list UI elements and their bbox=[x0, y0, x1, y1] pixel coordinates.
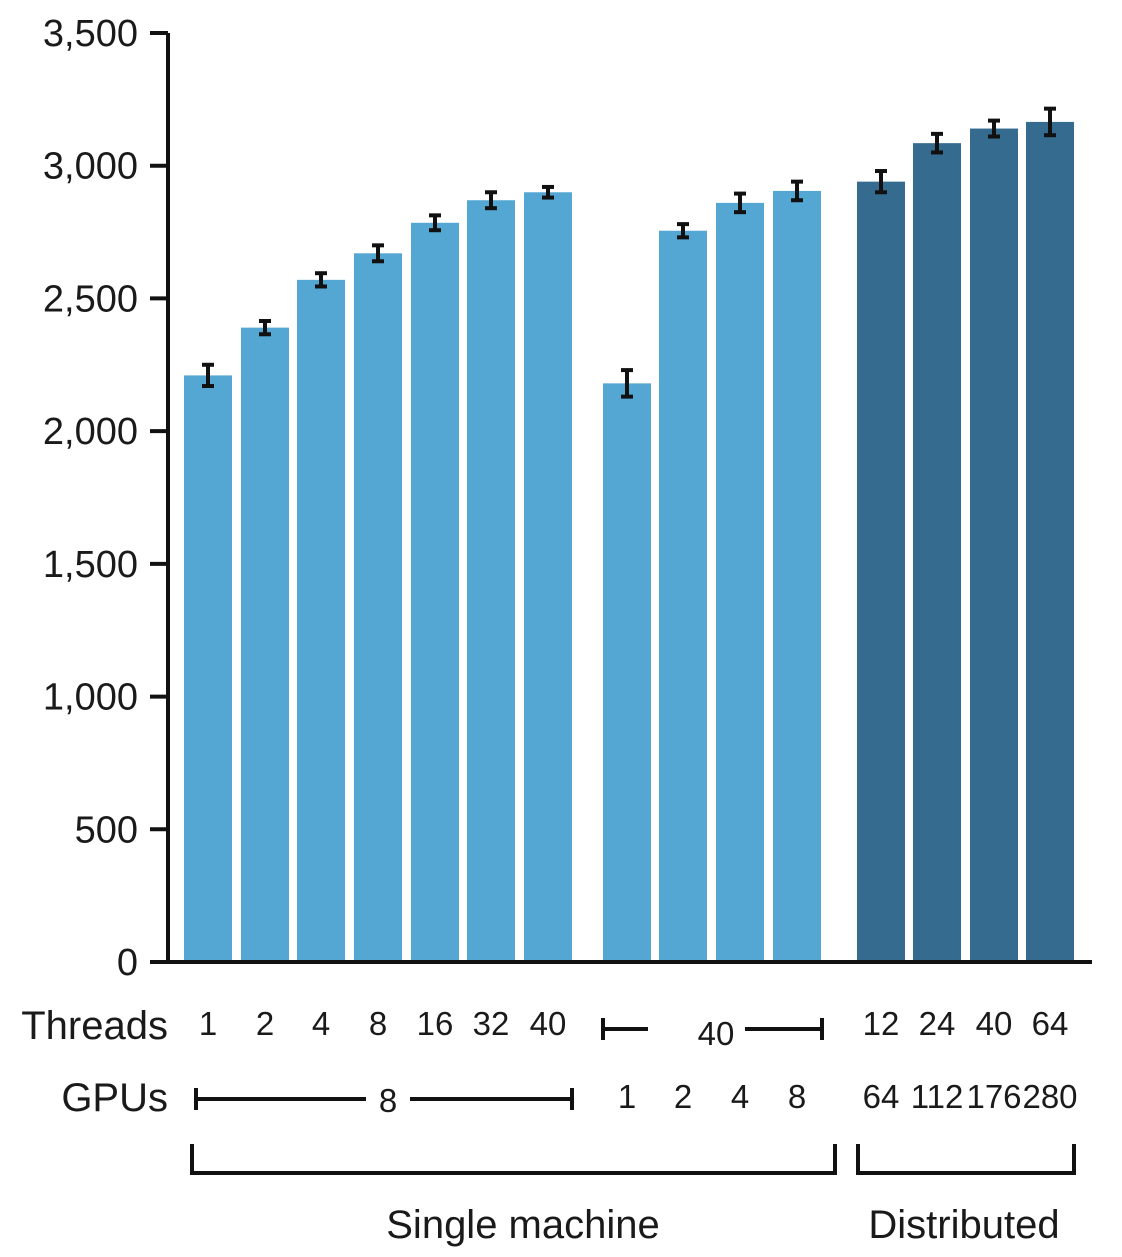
bar bbox=[241, 327, 289, 962]
bar bbox=[716, 202, 764, 963]
threads-value: 24 bbox=[919, 1005, 956, 1042]
gpus-values: 1 2 4 8 64 112 176 280 bbox=[618, 1078, 1078, 1115]
bar bbox=[524, 192, 572, 962]
error-bar bbox=[485, 190, 497, 211]
gpus-row-label: GPUs bbox=[61, 1076, 168, 1120]
threads-value: 40 bbox=[530, 1005, 567, 1042]
threads-value: 16 bbox=[417, 1005, 454, 1042]
threads-bracket-value: 40 bbox=[698, 1015, 735, 1052]
gpus-value: 2 bbox=[674, 1078, 692, 1115]
error-bar bbox=[875, 169, 887, 195]
error-bar bbox=[677, 222, 689, 240]
y-tick-label: 3,500 bbox=[43, 13, 138, 55]
error-bar bbox=[791, 179, 803, 203]
error-bar bbox=[1044, 106, 1056, 138]
bar bbox=[1026, 121, 1074, 962]
y-tick-label: 500 bbox=[75, 809, 138, 851]
error-bar bbox=[259, 318, 271, 337]
error-bar bbox=[621, 368, 633, 399]
error-bar bbox=[542, 184, 554, 200]
y-tick-label: 2,500 bbox=[43, 278, 138, 320]
threads-value: 8 bbox=[369, 1005, 387, 1042]
single-machine-bracket bbox=[190, 1144, 837, 1175]
gpus-value: 112 bbox=[911, 1078, 964, 1115]
error-bar bbox=[315, 271, 327, 289]
gpus-value: 176 bbox=[966, 1078, 1021, 1115]
bar bbox=[467, 200, 515, 963]
bar bbox=[184, 375, 232, 963]
error-bar bbox=[202, 362, 214, 389]
threads-values: 1 2 4 8 16 32 40 12 24 40 64 bbox=[199, 1005, 1069, 1042]
bars-group bbox=[184, 121, 1074, 963]
bar bbox=[913, 143, 961, 963]
error-bar bbox=[372, 243, 384, 264]
error-bar bbox=[429, 213, 441, 233]
threads-bracket bbox=[601, 1018, 824, 1040]
error-bar bbox=[988, 118, 1000, 139]
gpus-value: 64 bbox=[863, 1078, 900, 1115]
bar bbox=[354, 253, 402, 962]
threads-row-label: Threads bbox=[21, 1004, 168, 1048]
bar bbox=[970, 128, 1018, 962]
gpus-value: 280 bbox=[1022, 1078, 1077, 1115]
error-bar bbox=[734, 191, 746, 215]
y-tick-label: 1,000 bbox=[43, 677, 138, 719]
single-machine-label: Single machine bbox=[386, 1203, 660, 1247]
threads-value: 32 bbox=[473, 1005, 510, 1042]
threads-value: 4 bbox=[312, 1005, 330, 1042]
y-tick-label: 3,000 bbox=[43, 146, 138, 188]
distributed-bracket bbox=[856, 1144, 1076, 1175]
threads-value: 40 bbox=[976, 1005, 1013, 1042]
gpus-value: 4 bbox=[731, 1078, 749, 1115]
y-axis-ticks: 0 500 1,000 1,500 2,000 2,500 3,000 3,500 bbox=[43, 13, 168, 984]
gpus-bracket bbox=[194, 1088, 574, 1110]
y-tick-label: 0 bbox=[117, 942, 138, 984]
threads-value: 64 bbox=[1032, 1005, 1069, 1042]
bar bbox=[773, 190, 821, 962]
bar bbox=[857, 181, 905, 962]
threads-value: 2 bbox=[256, 1005, 274, 1042]
bar bbox=[659, 230, 707, 963]
bar bbox=[297, 279, 345, 962]
bar bbox=[603, 383, 651, 962]
threads-value: 12 bbox=[863, 1005, 900, 1042]
gpus-bracket-value: 8 bbox=[379, 1082, 397, 1119]
gpus-value: 8 bbox=[788, 1078, 806, 1115]
bar bbox=[411, 222, 459, 962]
error-bar bbox=[931, 131, 943, 155]
error-bars-group bbox=[202, 106, 1056, 399]
y-tick-label: 1,500 bbox=[43, 544, 138, 586]
threads-value: 1 bbox=[199, 1005, 217, 1042]
y-tick-label: 2,000 bbox=[43, 411, 138, 453]
distributed-label: Distributed bbox=[868, 1203, 1059, 1247]
gpus-value: 1 bbox=[618, 1078, 636, 1115]
